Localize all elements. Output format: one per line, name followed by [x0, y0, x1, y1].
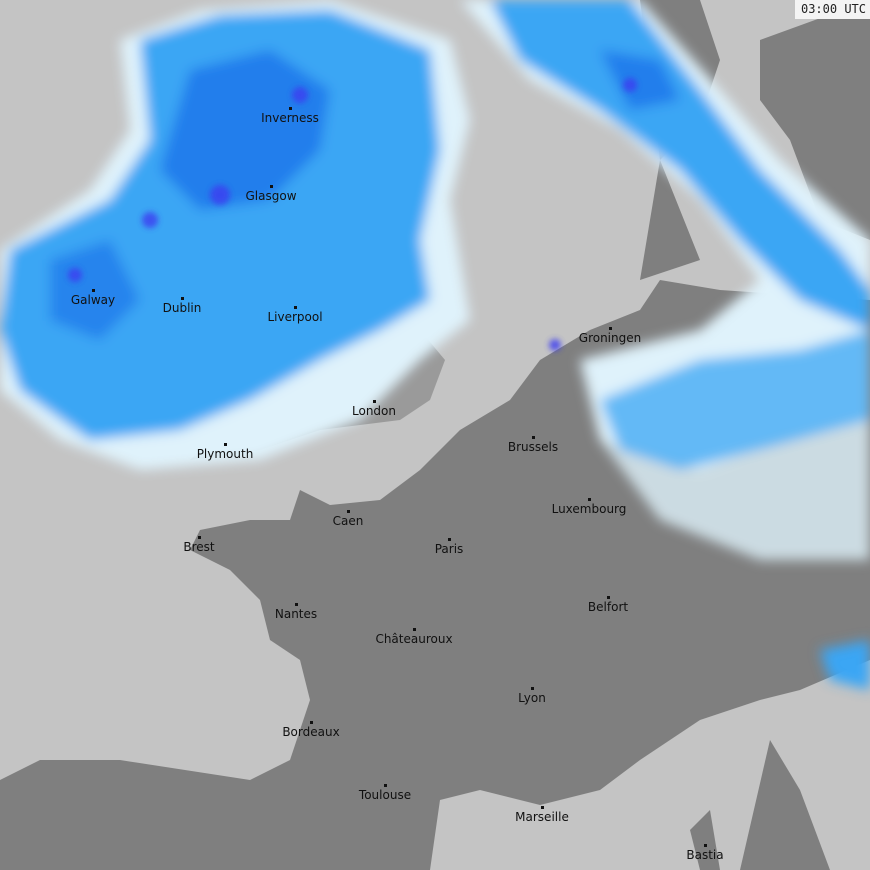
city-label: Nantes: [274, 607, 318, 621]
city-dot: [198, 536, 201, 539]
city-dot: [532, 436, 535, 439]
radar-echoes: [0, 0, 870, 690]
city-label: Brussels: [507, 440, 559, 454]
city-label: Inverness: [261, 111, 319, 125]
city-dot: [448, 538, 451, 541]
city-dot: [270, 185, 273, 188]
city-label: Bordeaux: [282, 725, 340, 739]
city-label: Marseille: [515, 810, 569, 824]
city-dot: [347, 510, 350, 513]
city-label: Dublin: [162, 301, 202, 315]
heavy-echoes: [68, 78, 637, 351]
city-label: London: [352, 404, 396, 418]
city-dot: [541, 806, 544, 809]
city-label: Châteauroux: [375, 632, 453, 646]
city-dot: [310, 721, 313, 724]
city-label: Liverpool: [267, 310, 323, 324]
city-label: Belfort: [587, 600, 629, 614]
city-label: Glasgow: [245, 189, 297, 203]
city-dot: [289, 107, 292, 110]
city-dot: [373, 400, 376, 403]
city-dot: [588, 498, 591, 501]
city-label: Luxembourg: [551, 502, 627, 516]
city-label: Plymouth: [196, 447, 254, 461]
city-label: Brest: [183, 540, 215, 554]
city-dot: [607, 596, 610, 599]
city-dot: [384, 784, 387, 787]
city-label: Caen: [332, 514, 364, 528]
city-dot: [704, 844, 707, 847]
city-label: Toulouse: [358, 788, 412, 802]
city-dot: [295, 603, 298, 606]
city-dot: [92, 289, 95, 292]
city-dot: [413, 628, 416, 631]
city-label: Lyon: [518, 691, 546, 705]
city-label: Paris: [434, 542, 464, 556]
city-label: Bastia: [686, 848, 724, 862]
city-label: Groningen: [578, 331, 642, 345]
city-dot: [294, 306, 297, 309]
city-dot: [224, 443, 227, 446]
timestamp-label: 03:00 UTC: [794, 0, 870, 19]
city-dot: [609, 327, 612, 330]
city-dot: [181, 297, 184, 300]
city-dot: [531, 687, 534, 690]
city-label: Galway: [70, 293, 116, 307]
